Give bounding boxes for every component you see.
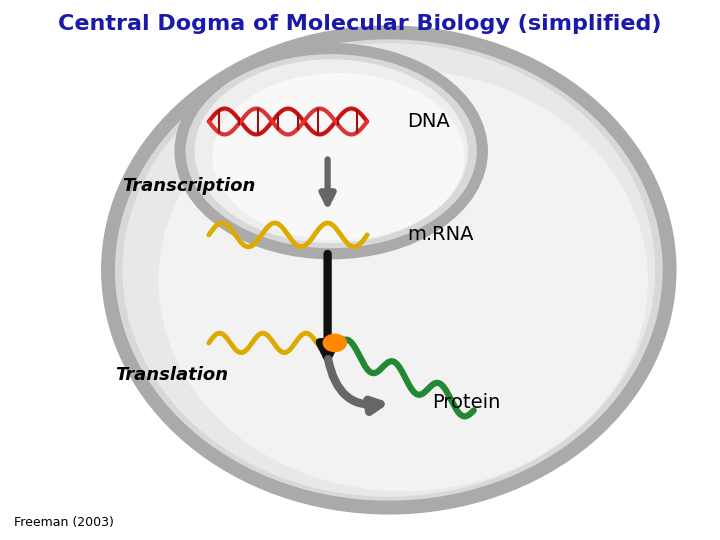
Ellipse shape [212, 73, 464, 240]
Circle shape [323, 334, 346, 352]
Text: m.RNA: m.RNA [407, 225, 473, 245]
Text: Protein: Protein [432, 393, 500, 412]
Ellipse shape [122, 43, 655, 497]
Text: DNA: DNA [407, 112, 449, 131]
Text: Translation: Translation [115, 366, 228, 384]
FancyArrowPatch shape [328, 359, 380, 412]
Text: Central Dogma of Molecular Biology (simplified): Central Dogma of Molecular Biology (simp… [58, 14, 662, 33]
Ellipse shape [194, 59, 468, 243]
Text: Freeman (2003): Freeman (2003) [14, 516, 114, 529]
Ellipse shape [108, 32, 670, 508]
Ellipse shape [180, 49, 482, 254]
Text: Transcription: Transcription [122, 177, 256, 195]
Ellipse shape [158, 70, 648, 491]
